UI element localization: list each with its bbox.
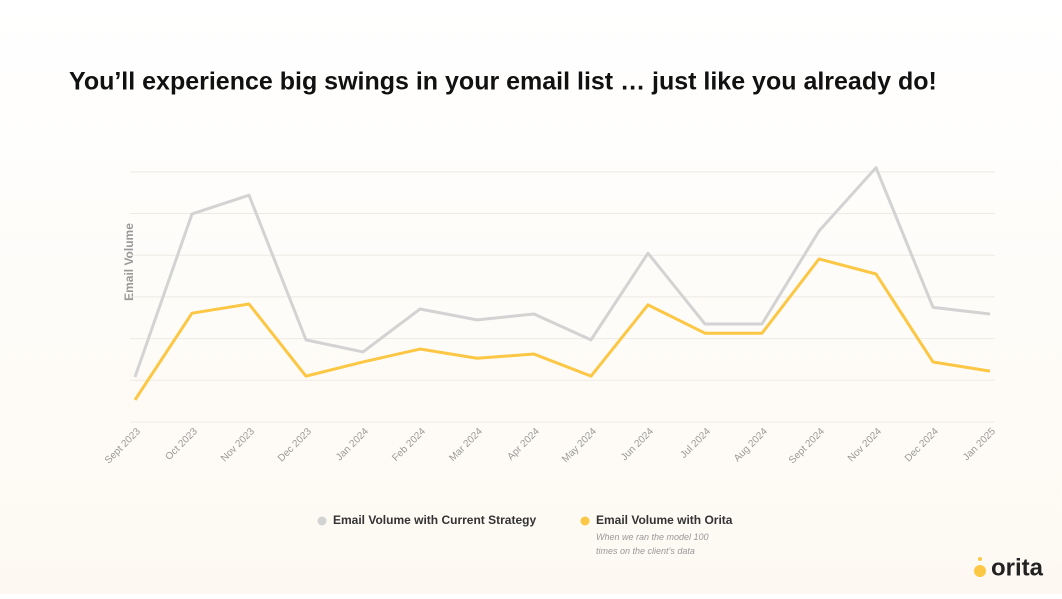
x-tick-label: Dec 2024	[903, 426, 941, 464]
x-tick-label: Nov 2024	[846, 426, 884, 464]
y-axis-label: Email Volume	[122, 223, 136, 301]
x-tick-label: Sept 2023	[103, 426, 143, 466]
x-tick-label: Aug 2024	[732, 426, 770, 464]
brand: orita	[991, 554, 1044, 581]
x-tick-label: Jan 2024	[334, 426, 371, 463]
logo: orita	[974, 554, 1044, 581]
x-tick-label: Feb 2024	[390, 426, 428, 464]
x-tick-label: Nov 2023	[219, 426, 257, 464]
x-tick-label: May 2024	[560, 426, 599, 465]
logo-icon	[978, 557, 982, 561]
legend-label: Email Volume with Orita	[596, 513, 733, 527]
x-tick-label: Sept 2024	[787, 426, 827, 466]
legend-label: Email Volume with Current Strategy	[333, 513, 536, 527]
x-tick-label: Jun 2024	[619, 426, 656, 463]
x-tick-label: Mar 2024	[447, 426, 485, 464]
x-tick-label: Jan 2025	[961, 426, 998, 463]
x-tick-label: Apr 2024	[506, 426, 543, 463]
legend-marker	[580, 516, 590, 526]
series-line	[133, 166, 991, 378]
x-tick-label: Oct 2023	[164, 426, 201, 463]
x-tick-label: Dec 2023	[276, 426, 314, 464]
legend-note: When we ran the model 100 times on the cl…	[596, 532, 709, 556]
logo-icon	[974, 565, 986, 577]
series-line	[133, 257, 991, 401]
legend-marker	[317, 516, 327, 526]
x-tick-label: Jul 2024	[678, 426, 713, 461]
chart-title: You’ll experience big swings in your ema…	[69, 68, 937, 96]
